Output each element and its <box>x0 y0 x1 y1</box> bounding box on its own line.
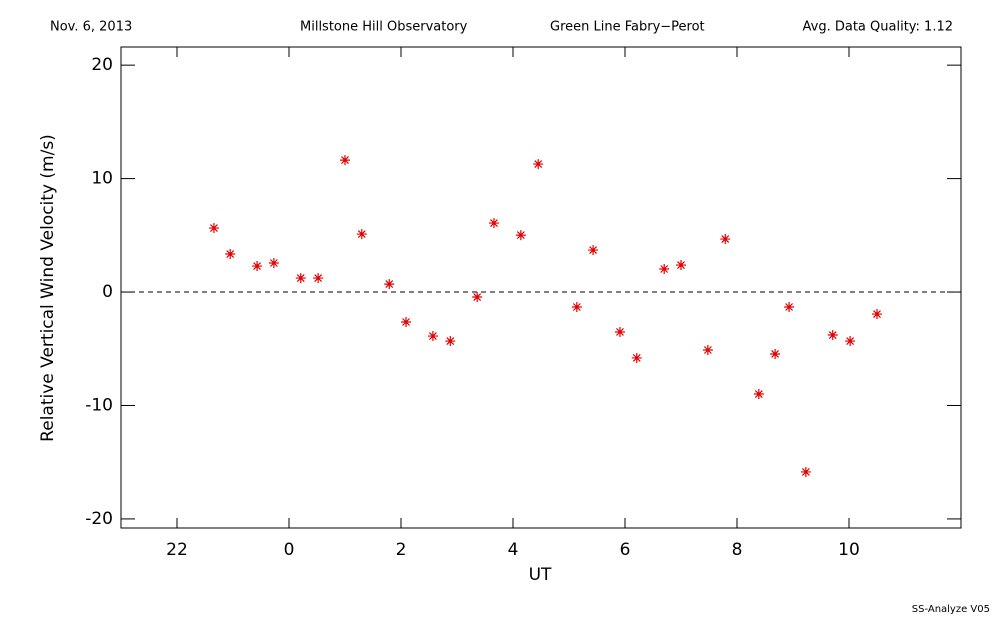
point <box>445 336 456 347</box>
point <box>827 330 838 341</box>
point <box>252 261 263 272</box>
quality: Avg. Data Quality: 1.12 <box>803 20 953 35</box>
x-axis-label: UT <box>529 565 552 585</box>
y-tick-label: 10 <box>91 169 113 189</box>
point <box>676 260 686 271</box>
y-tick-label: 20 <box>91 55 113 75</box>
point <box>472 292 483 303</box>
point <box>225 249 236 260</box>
point <box>208 223 219 234</box>
point <box>702 345 713 356</box>
point <box>313 273 324 284</box>
x-tick-label: 6 <box>620 540 631 560</box>
point <box>268 257 279 268</box>
point <box>800 466 811 477</box>
point <box>427 331 438 342</box>
y-tick-label: 0 <box>102 282 113 302</box>
point <box>488 218 499 229</box>
x-tick-label: 10 <box>838 540 860 560</box>
point <box>631 352 642 363</box>
y-tick-label: -20 <box>85 509 113 529</box>
observatory: Millstone Hill Observatory <box>300 20 468 35</box>
point <box>770 348 781 359</box>
plot-frame <box>120 46 962 529</box>
y-tick-label: -10 <box>85 395 113 415</box>
point <box>340 155 350 166</box>
x-tick-label: 0 <box>284 540 295 560</box>
point <box>720 234 731 245</box>
date: Nov. 6, 2013 <box>50 20 132 35</box>
point <box>659 264 670 275</box>
point <box>295 273 306 284</box>
point <box>533 159 544 170</box>
point <box>401 316 412 327</box>
point <box>845 336 856 347</box>
point <box>515 230 526 241</box>
footer: SS-Analyze V05 <box>912 604 990 615</box>
point <box>384 279 395 290</box>
point <box>753 389 764 400</box>
point <box>872 309 882 320</box>
x-tick-label: 8 <box>732 540 743 560</box>
x-tick-label: 2 <box>396 540 407 560</box>
y-axis-label: Relative Vertical Wind Velocity (m/s) <box>38 134 58 442</box>
instrument: Green Line Fabry−Perot <box>550 20 705 35</box>
point <box>614 326 625 337</box>
point <box>588 245 599 256</box>
x-tick-label: 22 <box>166 540 188 560</box>
x-tick-label: 4 <box>508 540 519 560</box>
point <box>571 302 582 313</box>
point <box>784 302 795 313</box>
point <box>356 229 367 240</box>
